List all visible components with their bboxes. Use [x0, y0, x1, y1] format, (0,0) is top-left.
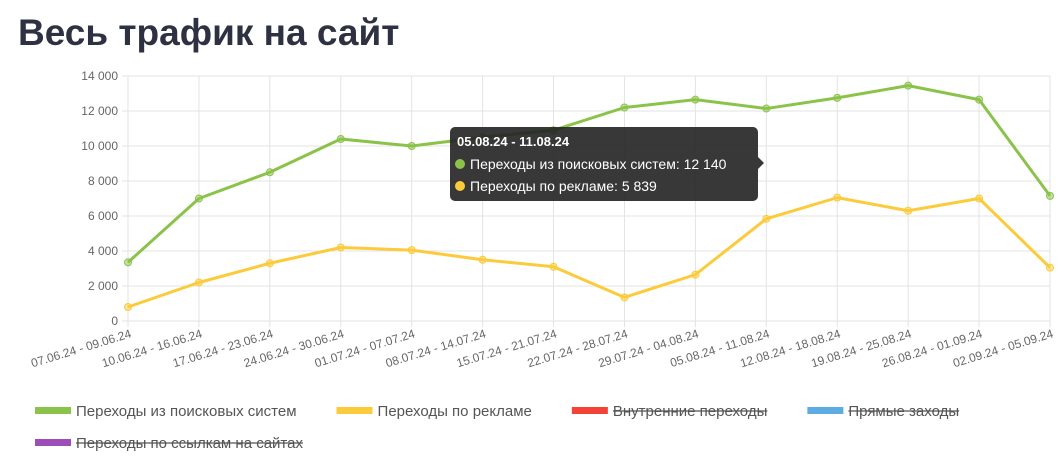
data-point [975, 194, 984, 203]
y-tick-label: 2 000 [88, 279, 118, 293]
chart-title: Весь трафик на сайт [18, 12, 399, 53]
data-point [620, 103, 629, 112]
data-point [336, 135, 345, 143]
tooltip-dot [455, 159, 465, 169]
data-point [478, 255, 487, 264]
data-point [975, 95, 984, 104]
data-point [620, 293, 629, 302]
legend-swatch [336, 407, 373, 414]
legend-swatch [35, 439, 71, 446]
tooltip-box [450, 127, 758, 201]
data-point [124, 303, 132, 311]
data-point [833, 193, 842, 202]
legend-item[interactable]: Переходы по ссылкам на сайтах [35, 435, 303, 452]
legend-label: Переходы из поисковых систем [76, 403, 297, 420]
tooltip-arrow [758, 157, 764, 169]
y-tick-label: 14 000 [81, 69, 118, 83]
data-point [549, 262, 558, 271]
data-point [762, 104, 771, 113]
data-point [833, 93, 842, 102]
tooltip-line: Переходы по рекламе: 5 839 [470, 178, 657, 194]
data-point [407, 246, 416, 255]
legend-item[interactable]: Прямые заходы [807, 403, 960, 420]
series-line [127, 196, 1052, 309]
data-point [194, 194, 203, 203]
tooltip-title: 05.08.24 - 11.08.24 [457, 134, 570, 149]
data-point [1046, 191, 1054, 200]
legend-item[interactable]: Переходы по рекламе [336, 403, 532, 420]
legend-label: Переходы по рекламе [378, 403, 532, 420]
data-point [1046, 263, 1054, 272]
y-tick-label: 0 [111, 314, 118, 328]
legend-item[interactable]: Переходы из поисковых систем [35, 403, 297, 420]
data-point [904, 81, 913, 90]
data-point [691, 95, 700, 104]
legend-swatch [807, 407, 844, 414]
data-point [124, 258, 132, 267]
legend-item[interactable]: Внутренние переходы [571, 403, 768, 420]
data-point [265, 168, 274, 177]
data-point [691, 270, 700, 279]
data-point [762, 214, 771, 223]
tooltip-dot [455, 181, 465, 191]
tooltip: 05.08.24 - 11.08.24 Переходы из поисковых… [450, 127, 764, 201]
y-tick-label: 6 000 [88, 209, 118, 223]
y-tick-label: 4 000 [88, 244, 118, 258]
data-point [407, 142, 416, 150]
y-tick-label: 12 000 [81, 104, 118, 118]
tooltip-line: Переходы из поисковых систем: 12 140 [470, 156, 727, 172]
y-tick-label: 8 000 [88, 174, 118, 188]
data-point [194, 278, 203, 287]
y-tick-label: 10 000 [81, 139, 118, 153]
data-point [265, 259, 274, 268]
data-point [336, 243, 345, 252]
series-line [126, 84, 1052, 264]
data-point [904, 206, 913, 215]
legend-swatch [571, 407, 608, 414]
legend-swatch [35, 407, 71, 414]
